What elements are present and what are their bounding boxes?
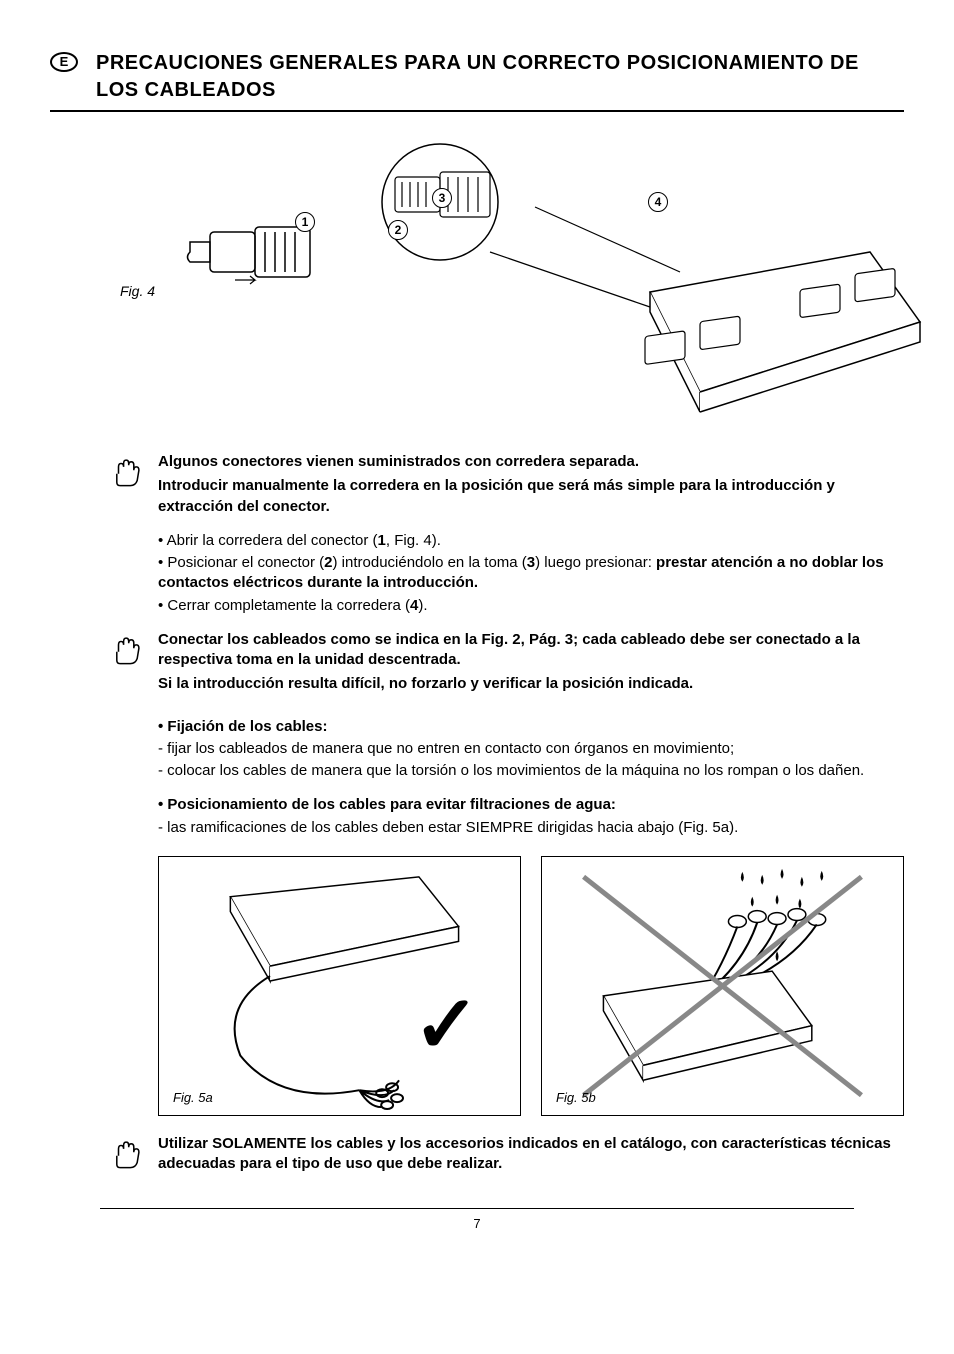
bullets-connector-steps: • Abrir la corredera del conector (1, Fi… bbox=[158, 531, 904, 616]
callout-2: 2 bbox=[388, 220, 408, 240]
note1-line2: Introducir manualmente la corredera en l… bbox=[158, 476, 904, 517]
figure-5a: ✓ Fig. 5a bbox=[158, 856, 521, 1116]
figure-5-row: ✓ Fig. 5a bbox=[158, 856, 904, 1116]
control-unit-illustration bbox=[570, 232, 930, 422]
note2-line1: Conectar los cableados como se indica en… bbox=[158, 630, 904, 671]
fijacion-heading: • Fijación de los cables: bbox=[158, 717, 904, 737]
figure-5a-label: Fig. 5a bbox=[173, 1089, 213, 1107]
page-number: 7 bbox=[50, 1215, 904, 1233]
bullet-3: • Cerrar completamente la corredera (4). bbox=[158, 596, 904, 616]
note3-text: Utilizar SOLAMENTE los cables y los acce… bbox=[158, 1134, 904, 1175]
language-badge: E bbox=[50, 52, 78, 72]
figure-5b-illustration bbox=[542, 857, 903, 1115]
note-block-3: Utilizar SOLAMENTE los cables y los acce… bbox=[110, 1134, 904, 1179]
note-block-2: Conectar los cableados como se indica en… bbox=[110, 630, 904, 699]
figure-5b-label: Fig. 5b bbox=[556, 1089, 596, 1107]
page-title: PRECAUCIONES GENERALES PARA UN CORRECTO … bbox=[96, 50, 904, 104]
callout-1: 1 bbox=[295, 212, 315, 232]
figure-5b: Fig. 5b bbox=[541, 856, 904, 1116]
hand-icon bbox=[110, 633, 144, 667]
hand-icon bbox=[110, 455, 144, 489]
footer-divider bbox=[100, 1208, 854, 1209]
bullet-1: • Abrir la corredera del conector (1, Fi… bbox=[158, 531, 904, 551]
figure-4: Fig. 4 1 2 3 4 bbox=[120, 142, 904, 422]
page-header: E PRECAUCIONES GENERALES PARA UN CORRECT… bbox=[50, 50, 904, 112]
posicionamiento-l1: - las ramificaciones de los cables deben… bbox=[158, 818, 904, 838]
checkmark-icon: ✓ bbox=[413, 985, 480, 1065]
section-posicionamiento: • Posicionamiento de los cables para evi… bbox=[158, 795, 904, 838]
fijacion-l1: - fijar los cableados de manera que no e… bbox=[158, 739, 904, 759]
note1-line1: Algunos conectores vienen suministrados … bbox=[158, 452, 904, 472]
bullet-2: • Posicionar el conector (2) introducién… bbox=[158, 553, 904, 594]
posicionamiento-heading: • Posicionamiento de los cables para evi… bbox=[158, 795, 904, 815]
note-block-1: Algunos conectores vienen suministrados … bbox=[110, 452, 904, 521]
callout-4: 4 bbox=[648, 192, 668, 212]
fijacion-l2: - colocar los cables de manera que la to… bbox=[158, 761, 904, 781]
callout-3: 3 bbox=[432, 188, 452, 208]
section-fijacion: • Fijación de los cables: - fijar los ca… bbox=[158, 717, 904, 782]
hand-icon bbox=[110, 1137, 144, 1171]
note2-line2: Si la introducción resulta difícil, no f… bbox=[158, 674, 904, 694]
